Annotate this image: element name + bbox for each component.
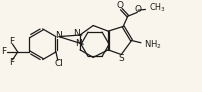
Text: F: F [1, 47, 6, 56]
Text: N: N [55, 31, 61, 40]
Text: N: N [75, 39, 82, 48]
Text: O: O [116, 1, 123, 10]
Text: NH$_2$: NH$_2$ [143, 38, 161, 51]
Text: N: N [73, 29, 80, 38]
Text: F: F [9, 37, 14, 46]
Text: S: S [118, 54, 124, 63]
Text: CH$_3$: CH$_3$ [148, 1, 165, 14]
Text: F: F [9, 58, 14, 67]
Text: O: O [134, 5, 141, 14]
Text: Cl: Cl [54, 59, 63, 68]
